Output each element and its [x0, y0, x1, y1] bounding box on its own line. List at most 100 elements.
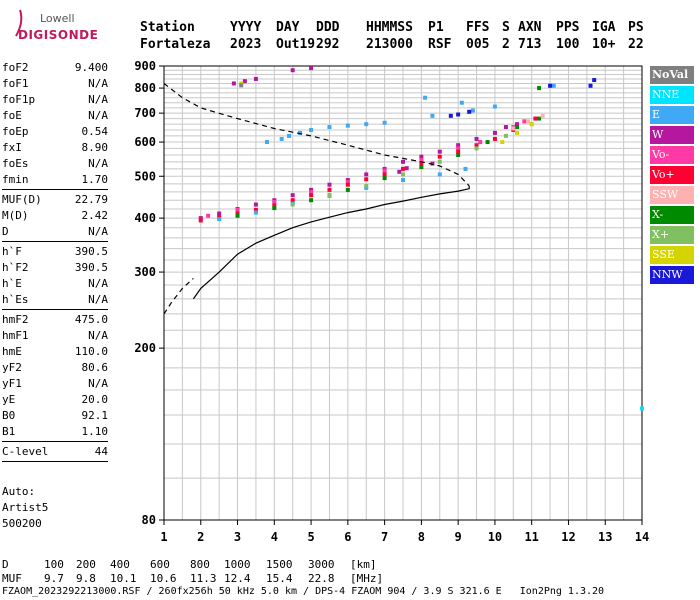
header-value-9: 100: [556, 37, 580, 52]
footer-d-value: 1500: [266, 558, 293, 571]
param-value: N/A: [88, 77, 108, 90]
data-point-vo: [492, 136, 497, 141]
data-point-vo: [364, 177, 369, 182]
header-label-8: AXN: [518, 20, 542, 35]
param-key: h`F: [2, 245, 22, 258]
param-value: 92.1: [81, 409, 109, 422]
param-key: MUF(D): [2, 193, 42, 206]
data-point-x: [364, 183, 369, 188]
data-point-x: [235, 213, 240, 218]
data-point-nnw: [588, 83, 593, 88]
data-point-nnw: [456, 112, 461, 117]
param-row: foF2 9.400: [2, 60, 108, 76]
param-key: D: [2, 225, 9, 238]
x-tick-label: 11: [524, 530, 538, 544]
data-point-vo: [235, 207, 240, 212]
data-point-w: [309, 66, 314, 71]
header-label-7: S: [502, 20, 510, 35]
param-key: foF2: [2, 61, 29, 74]
header-label-0: Station: [140, 20, 195, 35]
data-point-e: [364, 122, 369, 127]
auto-label: Auto:: [2, 485, 36, 498]
auto-artist: Artist5: [2, 501, 49, 514]
x-tick-label: 5: [307, 530, 314, 544]
param-key: yF1: [2, 377, 22, 390]
param-value: N/A: [88, 109, 108, 122]
footer-d-value: 1000: [224, 558, 251, 571]
param-value: N/A: [88, 277, 108, 290]
param-key: C-level: [2, 445, 49, 458]
data-point-e: [459, 100, 464, 105]
header-label-9: PPS: [556, 20, 580, 35]
data-point-noval: [239, 83, 244, 88]
data-point-x: [309, 198, 314, 203]
x-tick-label: 3: [234, 530, 241, 544]
data-point-vo: [456, 149, 461, 154]
auto-code: 500200: [2, 517, 42, 530]
header-label-4: HHMMSS: [366, 20, 413, 35]
param-value: 0.54: [81, 125, 109, 138]
param-row: M(D) 2.42: [2, 208, 108, 224]
data-point-vo: [272, 203, 277, 208]
logo-arc-icon: [15, 9, 23, 37]
param-value: 44: [94, 445, 108, 458]
param-value: 1.70: [81, 173, 109, 186]
param-row: MUF(D) 22.79: [2, 192, 108, 208]
x-tick-label: 4: [271, 530, 278, 544]
data-point-w: [437, 149, 442, 154]
param-row: fmin 1.70: [2, 172, 108, 188]
electron-density-profile: [192, 185, 470, 300]
data-point-x: [401, 172, 405, 177]
param-key: h`E: [2, 277, 22, 290]
header-value-3: 292: [316, 37, 340, 52]
data-point-sse: [500, 140, 505, 145]
param-row: yF2 80.6: [2, 360, 108, 376]
param-key: hmF2: [2, 313, 29, 326]
data-point-e: [401, 178, 405, 183]
param-value: 20.0: [81, 393, 109, 406]
data-point-x: [514, 125, 519, 130]
header-value-2: Out19: [276, 37, 316, 52]
profile-extrapolation-lower: [163, 277, 194, 315]
param-row: h`E N/A: [2, 276, 108, 292]
param-row: fxI 8.90: [2, 140, 108, 156]
data-point-vo: [198, 218, 203, 223]
autoscaling-info: Auto: Artist5 500200: [2, 484, 48, 532]
data-point-ssw: [511, 126, 516, 131]
footer-muf-value: 12.4: [224, 572, 251, 585]
y-tick-label: 800: [134, 81, 156, 95]
param-row: foF1 N/A: [2, 76, 108, 92]
data-point-e: [298, 130, 303, 135]
header-value-5: RSF: [428, 37, 452, 52]
param-key: fxI: [2, 141, 22, 154]
data-point-e: [253, 210, 258, 215]
x-tick-label: 13: [598, 530, 612, 544]
footer-muf-value: 10.1: [110, 572, 137, 585]
y-tick-label: 400: [134, 211, 156, 225]
footer-muf-label: MUF: [2, 572, 22, 585]
data-point-w: [492, 130, 497, 135]
param-key: yE: [2, 393, 16, 406]
param-key: foF1p: [2, 93, 36, 106]
param-row: foEp 0.54: [2, 124, 108, 140]
param-key: yF2: [2, 361, 22, 374]
param-value: 22.79: [74, 193, 108, 206]
x-tick-label: 12: [561, 530, 575, 544]
legend-item-x: X-: [650, 206, 694, 224]
param-row: h`Es N/A: [2, 292, 108, 308]
x-tick-label: 14: [635, 530, 649, 544]
x-tick-label: 7: [381, 530, 388, 544]
param-value: 80.6: [81, 361, 109, 374]
footer-d-value: 100: [44, 558, 64, 571]
data-point-x: [272, 206, 277, 211]
param-row: h`F 390.5: [2, 244, 108, 260]
param-key: hmF1: [2, 329, 29, 342]
legend-item-nnw: NNW: [650, 266, 694, 284]
data-point-vo: [456, 146, 461, 151]
data-point-vo: [437, 154, 442, 159]
param-value: N/A: [88, 225, 108, 238]
polarization-legend: NoVal NNE E W Vo- Vo+ SSW X- X+ SSE NNW: [650, 66, 694, 286]
x-tick-label: 10: [488, 530, 502, 544]
data-point-w: [474, 136, 479, 141]
logo-digisonde-text: DIGISONDE: [18, 28, 99, 42]
